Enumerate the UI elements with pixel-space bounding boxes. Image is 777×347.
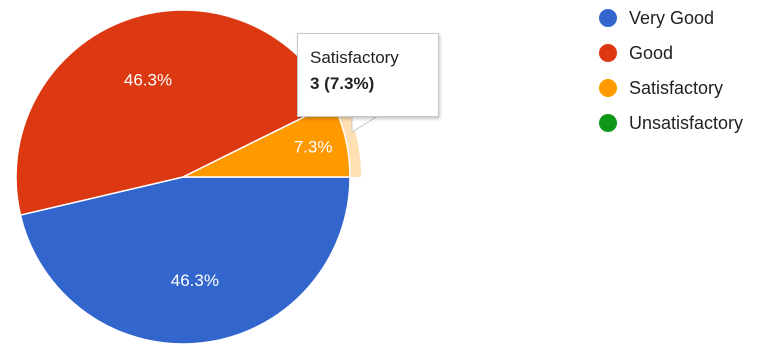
legend-swatch-satisfactory <box>599 79 617 97</box>
slice-very-good[interactable] <box>19 176 351 345</box>
legend-item-good[interactable]: Good <box>599 41 743 65</box>
slice-label-satisfactory: 7.3% <box>294 138 333 157</box>
pie-slices <box>15 9 351 345</box>
legend-item-satisfactory[interactable]: Satisfactory <box>599 76 743 100</box>
pie-labels: 46.3% 46.3% 7.3% <box>124 71 333 290</box>
tooltip-title: Satisfactory <box>310 48 399 67</box>
legend-label-satisfactory: Satisfactory <box>629 77 724 98</box>
slice-label-good: 46.3% <box>124 71 172 90</box>
legend-swatch-good <box>599 44 617 62</box>
slice-label-very-good: 46.3% <box>171 271 219 290</box>
legend: Very Good Good Satisfactory Unsatisfacto… <box>599 6 743 146</box>
legend-item-unsatisfactory[interactable]: Unsatisfactory <box>599 111 743 135</box>
tooltip-value: 3 (7.3%) <box>310 74 375 93</box>
slice-good[interactable] <box>15 9 334 216</box>
legend-label-good: Good <box>629 42 674 63</box>
tooltip-pointer <box>351 115 380 133</box>
legend-label-unsatisfactory: Unsatisfactory <box>629 112 744 133</box>
legend-swatch-very-good <box>599 9 617 27</box>
slice-tooltip: Satisfactory 3 (7.3%) <box>297 33 439 117</box>
legend-item-very-good[interactable]: Very Good <box>599 6 743 30</box>
legend-swatch-unsatisfactory <box>599 114 617 132</box>
legend-label-very-good: Very Good <box>629 7 715 28</box>
